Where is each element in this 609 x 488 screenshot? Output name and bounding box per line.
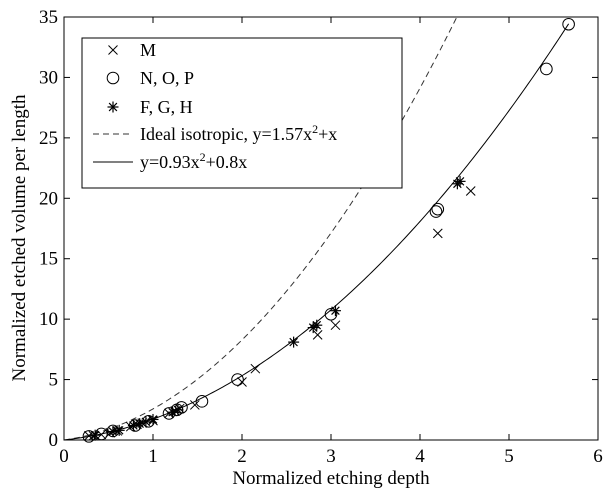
data-point-x (330, 320, 341, 331)
marker-stroke (432, 228, 443, 239)
data-points (82, 17, 575, 443)
data-point-* (172, 404, 184, 416)
y-tick-label: 15 (39, 249, 58, 270)
marker-stroke (108, 102, 118, 112)
legend-marker (107, 101, 119, 113)
legend-label: Ideal isotropic, y=1.57x2+x (140, 122, 337, 144)
x-tick-label: 0 (59, 446, 69, 467)
marker-stroke (312, 320, 322, 330)
marker-stroke (330, 320, 341, 331)
legend-marker (108, 45, 118, 55)
data-point-o (231, 373, 244, 386)
marker-circle (106, 71, 120, 85)
marker-stroke (465, 186, 476, 196)
y-tick-label: 0 (49, 430, 59, 451)
data-point-* (454, 175, 466, 187)
data-point-x (112, 426, 123, 436)
marker-circle (540, 62, 553, 76)
legend-label-rest: +0.8x (206, 152, 248, 172)
marker-stroke (250, 363, 261, 374)
marker-stroke (331, 306, 340, 315)
marker-stroke (148, 415, 158, 424)
marker-stroke (289, 337, 298, 347)
axes (63, 16, 599, 441)
marker-stroke (112, 426, 123, 436)
marker-stroke (108, 427, 118, 436)
marker-stroke (312, 330, 323, 340)
legend-label: M (140, 40, 156, 60)
x-tick-label: 5 (504, 446, 514, 467)
data-point-o (562, 17, 575, 31)
data-point-x (250, 363, 261, 374)
data-point-x (189, 400, 200, 410)
x-tick-label: 4 (415, 446, 425, 467)
legend: M N, O, P F, G, H Ideal isotropic, y=1.57x2… (81, 37, 403, 189)
marker-circle (231, 373, 244, 386)
marker-stroke (90, 430, 100, 440)
data-point-* (288, 336, 300, 348)
y-tick-label: 25 (39, 128, 58, 149)
data-point-x (465, 186, 476, 196)
x-tick-label: 6 (593, 446, 603, 467)
marker-stroke (108, 45, 118, 55)
x-axis-label: Normalized etching depth (232, 468, 430, 488)
tick-labels: 0 1 2 3 4 5 6 0 5 10 15 20 25 30 35 (39, 7, 603, 467)
marker-stroke (114, 426, 124, 435)
data-point-o (431, 202, 445, 216)
x-tick-label: 2 (237, 446, 247, 467)
data-point-x (88, 430, 99, 441)
legend-marker (106, 71, 120, 85)
y-tick-label: 20 (39, 188, 58, 209)
legend-label-rest: +x (318, 124, 337, 144)
marker-stroke (135, 419, 144, 428)
y-axis-label: Normalized etched volume per length (9, 94, 30, 382)
data-point-* (329, 305, 341, 317)
data-point-x (432, 228, 443, 239)
marker-stroke (88, 430, 99, 441)
y-tick-label: 10 (39, 309, 58, 330)
marker-circle (195, 395, 209, 408)
marker-circle (324, 308, 338, 321)
marker-circle (431, 202, 445, 216)
marker-stroke (129, 421, 138, 430)
marker-stroke (173, 405, 183, 415)
marker-circle (562, 17, 575, 31)
marker-stroke (189, 400, 200, 410)
legend-label: y=0.93x2+0.8x (140, 150, 247, 172)
data-point-* (89, 429, 101, 441)
marker-circle (429, 205, 443, 218)
data-point-o (195, 395, 209, 408)
y-tick-label: 35 (39, 7, 58, 28)
y-tick-label: 5 (49, 370, 59, 391)
data-point-x (312, 330, 323, 340)
superscript: 2 (312, 122, 318, 136)
x-tick-label: 1 (148, 446, 158, 467)
superscript: 2 (200, 150, 206, 164)
data-point-o (324, 308, 338, 321)
legend-label: F, G, H (140, 97, 193, 117)
x-tick-label: 3 (326, 446, 336, 467)
data-point-o (429, 205, 443, 218)
data-point-o (540, 62, 553, 76)
legend-box (81, 37, 403, 189)
ideal-isotropic-curve (64, 17, 458, 440)
y-tick-label: 30 (39, 67, 58, 88)
data-point-* (113, 424, 125, 436)
data-point-* (311, 319, 323, 331)
legend-label: N, O, P (140, 68, 194, 88)
data-point-* (147, 413, 159, 425)
marker-stroke (455, 177, 465, 186)
data-point-* (107, 426, 119, 438)
data-point-* (140, 416, 152, 428)
